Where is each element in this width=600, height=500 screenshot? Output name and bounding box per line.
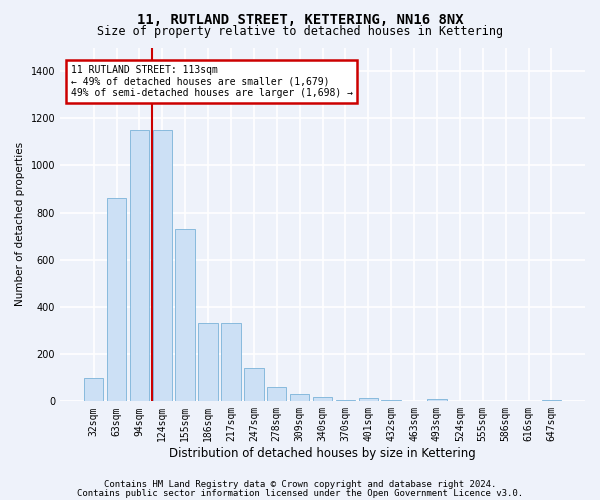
Bar [107,198,126,402]
Bar [221,324,241,402]
Bar [313,396,332,402]
Bar [175,229,195,402]
Bar [542,400,561,402]
Text: Contains HM Land Registry data © Crown copyright and database right 2024.: Contains HM Land Registry data © Crown c… [104,480,496,489]
Bar [199,324,218,402]
Text: 11 RUTLAND STREET: 113sqm
← 49% of detached houses are smaller (1,679)
49% of se: 11 RUTLAND STREET: 113sqm ← 49% of detac… [71,65,353,98]
Y-axis label: Number of detached properties: Number of detached properties [15,142,25,306]
Bar [382,400,401,402]
Bar [290,394,310,402]
Text: Size of property relative to detached houses in Kettering: Size of property relative to detached ho… [97,25,503,38]
X-axis label: Distribution of detached houses by size in Kettering: Distribution of detached houses by size … [169,447,476,460]
Bar [427,399,446,402]
Text: 11, RUTLAND STREET, KETTERING, NN16 8NX: 11, RUTLAND STREET, KETTERING, NN16 8NX [137,12,463,26]
Bar [244,368,263,402]
Bar [335,400,355,402]
Bar [152,130,172,402]
Bar [359,398,378,402]
Bar [267,387,286,402]
Bar [84,378,103,402]
Bar [130,130,149,402]
Text: Contains public sector information licensed under the Open Government Licence v3: Contains public sector information licen… [77,488,523,498]
